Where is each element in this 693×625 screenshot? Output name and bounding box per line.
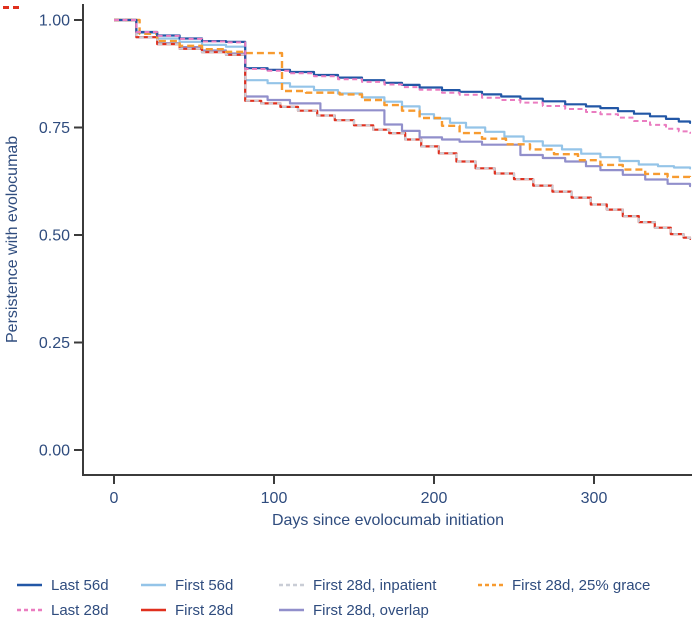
legend-swatch-last-56d <box>17 583 42 587</box>
legend-swatch-last-28d <box>17 608 42 612</box>
x-tick-label: 300 <box>581 490 608 507</box>
series-line-first-28d-25-grace <box>114 18 692 180</box>
legend-swatch-first-28d <box>141 608 166 612</box>
legend-swatch-first-28d-overlap <box>279 608 304 612</box>
legend-swatch-first-56d <box>141 583 166 587</box>
series-line-last-28d <box>114 19 691 134</box>
axes-lines <box>82 4 692 476</box>
legend-item-first-28d-inpatient: First 28d, inpatient <box>278 575 436 595</box>
legend-item-last-56d: Last 56d <box>16 575 109 595</box>
legend-label-first-28d: First 28d <box>175 601 234 619</box>
legend-label-first-28d-25-grace: First 28d, 25% grace <box>512 576 651 594</box>
x-tick-label: 0 <box>110 490 119 507</box>
y-tick-label: 0.25 <box>39 335 70 352</box>
stray-red-dash-mark <box>3 6 19 9</box>
x-tick-label: 200 <box>421 490 448 507</box>
y-tick-label: 0.75 <box>39 120 70 137</box>
x-tick-label: 100 <box>261 490 288 507</box>
legend-label-last-28d: Last 28d <box>51 601 109 619</box>
km-plot-canvas: 1.00 0.75 0.50 0.25 0.00 0 100 200 300 <box>39 4 692 507</box>
series-line-first-28d-inpatient <box>114 19 691 240</box>
legend-swatch-first-28d-inpatient <box>279 583 304 587</box>
legend-item-first-28d: First 28d <box>140 600 233 620</box>
legend-item-first-28d-overlap: First 28d, overlap <box>278 600 429 620</box>
series-line-last-56d <box>114 18 692 124</box>
series-line-first-56d <box>114 18 692 170</box>
legend-item-first-28d-25-grace: First 28d, 25% grace <box>477 575 650 595</box>
y-axis-title: Persistence with evolocumab <box>4 135 21 344</box>
legend-label-last-56d: Last 56d <box>51 576 109 594</box>
legend-item-first-56d: First 56d <box>140 575 233 595</box>
y-tick-label: 0.50 <box>39 228 70 245</box>
legend-label-first-28d-overlap: First 28d, overlap <box>313 601 429 619</box>
y-tick-label: 0.00 <box>39 443 70 460</box>
x-axis-title: Days since evolocumab initiation <box>271 512 505 529</box>
legend-label-first-56d: First 56d <box>175 576 234 594</box>
series-line-first-28d-overlap <box>114 18 692 188</box>
legend-swatch-first-28d-25-grace <box>478 583 503 587</box>
legend-item-last-28d: Last 28d <box>16 600 109 620</box>
legend-label-first-28d-inpatient: First 28d, inpatient <box>313 576 437 594</box>
y-tick-label: 1.00 <box>39 13 70 30</box>
